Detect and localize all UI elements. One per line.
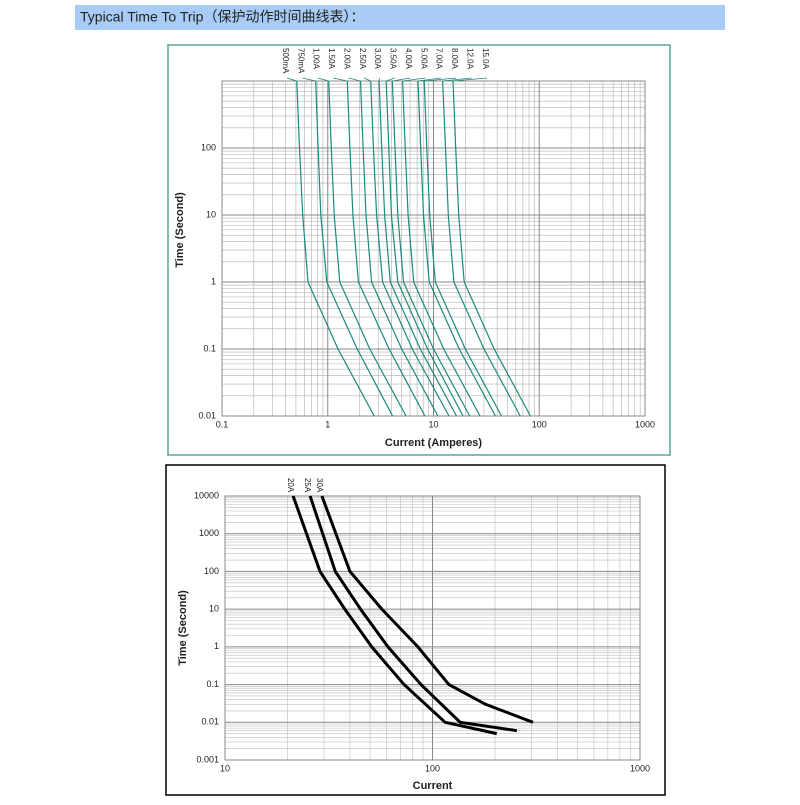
- x-tick-label: 10: [220, 763, 230, 773]
- x-tick-label: 1: [325, 419, 330, 429]
- series-label: 20A: [286, 478, 295, 493]
- series-label: 2.00A: [342, 48, 351, 70]
- y-tick-label: 0.001: [196, 754, 219, 764]
- series-label: 5.00A: [419, 48, 428, 70]
- series-label: 12.0A: [466, 48, 475, 70]
- x-tick-label: 100: [425, 763, 440, 773]
- y-tick-label: 10: [209, 604, 219, 614]
- series-label: 1.50A: [327, 48, 336, 70]
- y-tick-label: 10: [206, 209, 216, 219]
- x-axis-label: Current (Amperes): [385, 437, 483, 449]
- y-tick-label: 0.01: [198, 410, 216, 420]
- series-label: 25A: [303, 478, 312, 493]
- y-tick-label: 10000: [194, 490, 219, 500]
- y-tick-label: 100: [201, 142, 216, 152]
- series-label: 500mA: [281, 48, 290, 74]
- y-tick-label: 1000: [199, 528, 219, 538]
- x-tick-label: 1000: [635, 419, 655, 429]
- header-title: Typical Time To Trip（保护动作时间曲线表）：: [80, 9, 364, 25]
- series-label: 30A: [315, 478, 324, 493]
- series-label: 3.00A: [373, 48, 382, 70]
- y-tick-label: 0.1: [206, 679, 219, 689]
- y-axis-label: Time (Second): [177, 590, 189, 666]
- x-axis-label: Current: [413, 780, 453, 792]
- x-tick-label: 1000: [630, 763, 650, 773]
- series-label: 4.00A: [404, 48, 413, 70]
- y-tick-label: 0.01: [201, 717, 219, 727]
- y-tick-label: 1: [211, 276, 216, 286]
- x-tick-label: 100: [532, 419, 547, 429]
- y-axis-label: Time (Second): [174, 192, 186, 268]
- series-label: 1.00A: [312, 48, 321, 70]
- series-label: 2.50A: [358, 48, 367, 70]
- series-label: 3.50A: [389, 48, 398, 70]
- series-label: 750mA: [296, 48, 305, 74]
- y-tick-label: 0.1: [203, 343, 216, 353]
- series-label: 8.00A: [450, 48, 459, 70]
- x-tick-label: 0.1: [216, 419, 229, 429]
- x-tick-label: 10: [428, 419, 438, 429]
- series-label: 15.0A: [481, 48, 490, 70]
- y-tick-label: 100: [204, 566, 219, 576]
- series-label: 7.00A: [435, 48, 444, 70]
- y-tick-label: 1: [214, 641, 219, 651]
